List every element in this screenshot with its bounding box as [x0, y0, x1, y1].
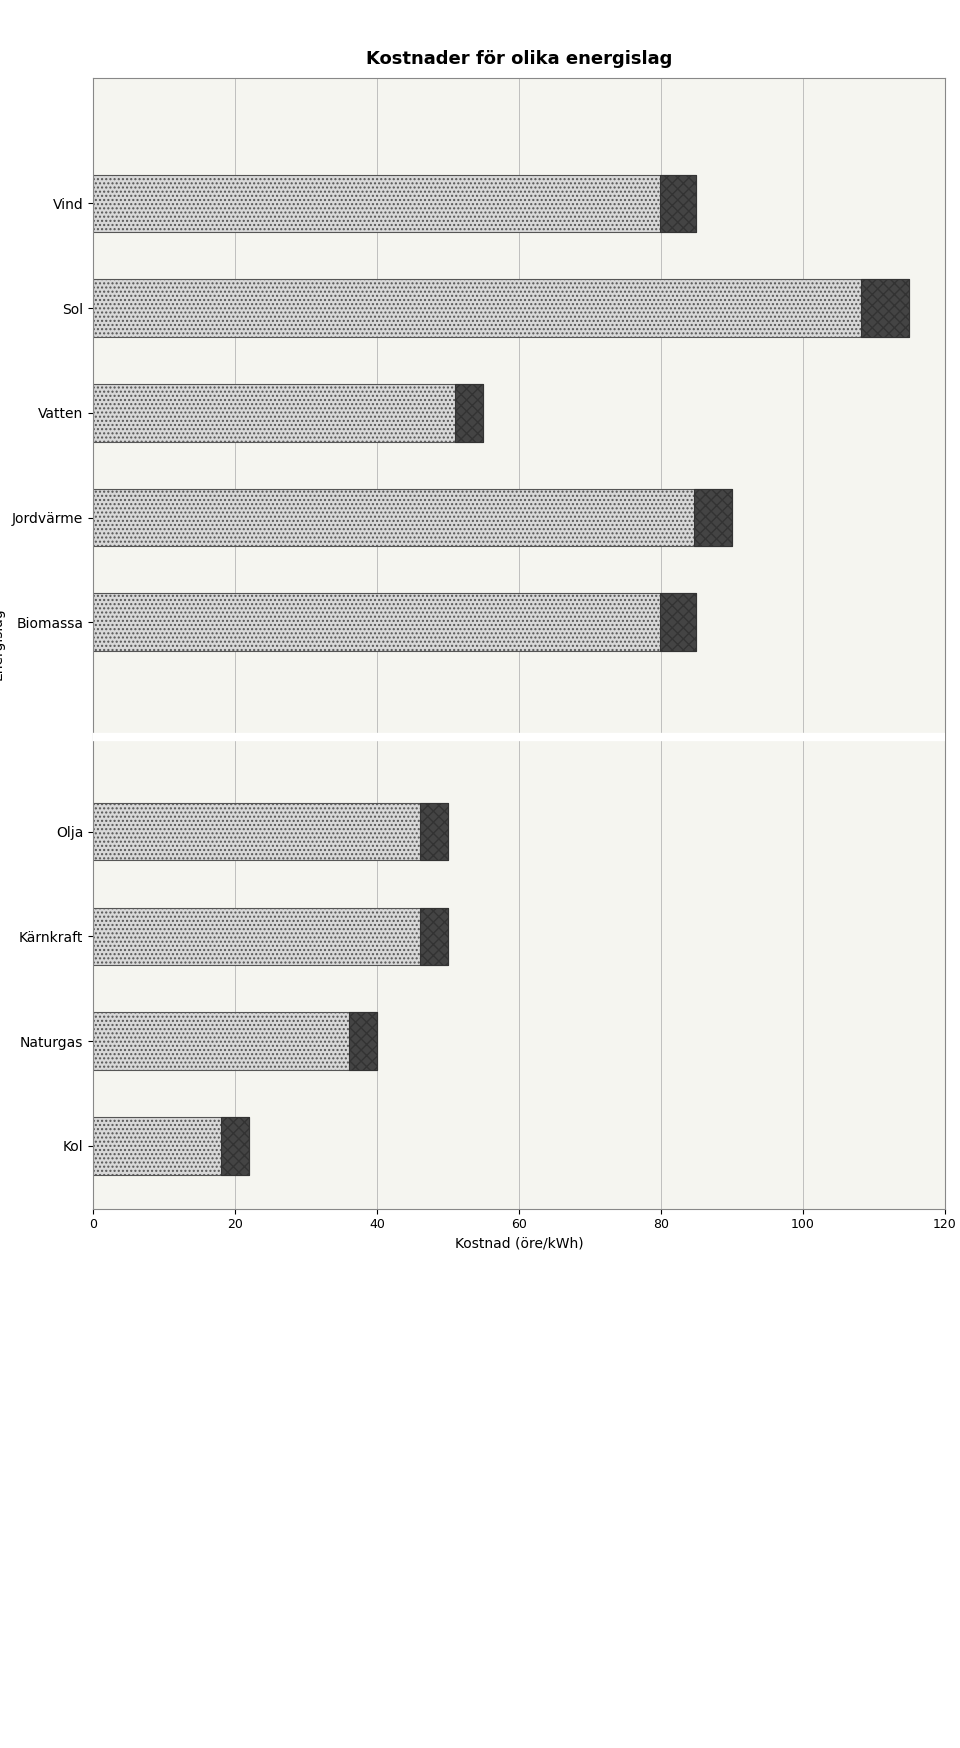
X-axis label: Kostnad (öre/kWh): Kostnad (öre/kWh): [455, 1238, 584, 1252]
Bar: [694, 489, 732, 547]
Y-axis label: Energislag: Energislag: [0, 607, 5, 680]
Bar: [93, 594, 696, 650]
Bar: [348, 1012, 377, 1070]
Bar: [93, 489, 732, 547]
Bar: [660, 594, 696, 650]
Bar: [93, 1117, 250, 1175]
Bar: [93, 280, 909, 337]
Bar: [93, 802, 448, 860]
Bar: [860, 280, 909, 337]
Bar: [93, 907, 448, 965]
Bar: [221, 1117, 250, 1175]
Bar: [93, 385, 484, 442]
Bar: [93, 175, 696, 232]
Bar: [455, 385, 484, 442]
Bar: [420, 907, 448, 965]
Bar: [420, 802, 448, 860]
Bar: [93, 1012, 377, 1070]
Bar: [660, 175, 696, 232]
Title: Kostnader för olika energislag: Kostnader för olika energislag: [366, 51, 672, 68]
